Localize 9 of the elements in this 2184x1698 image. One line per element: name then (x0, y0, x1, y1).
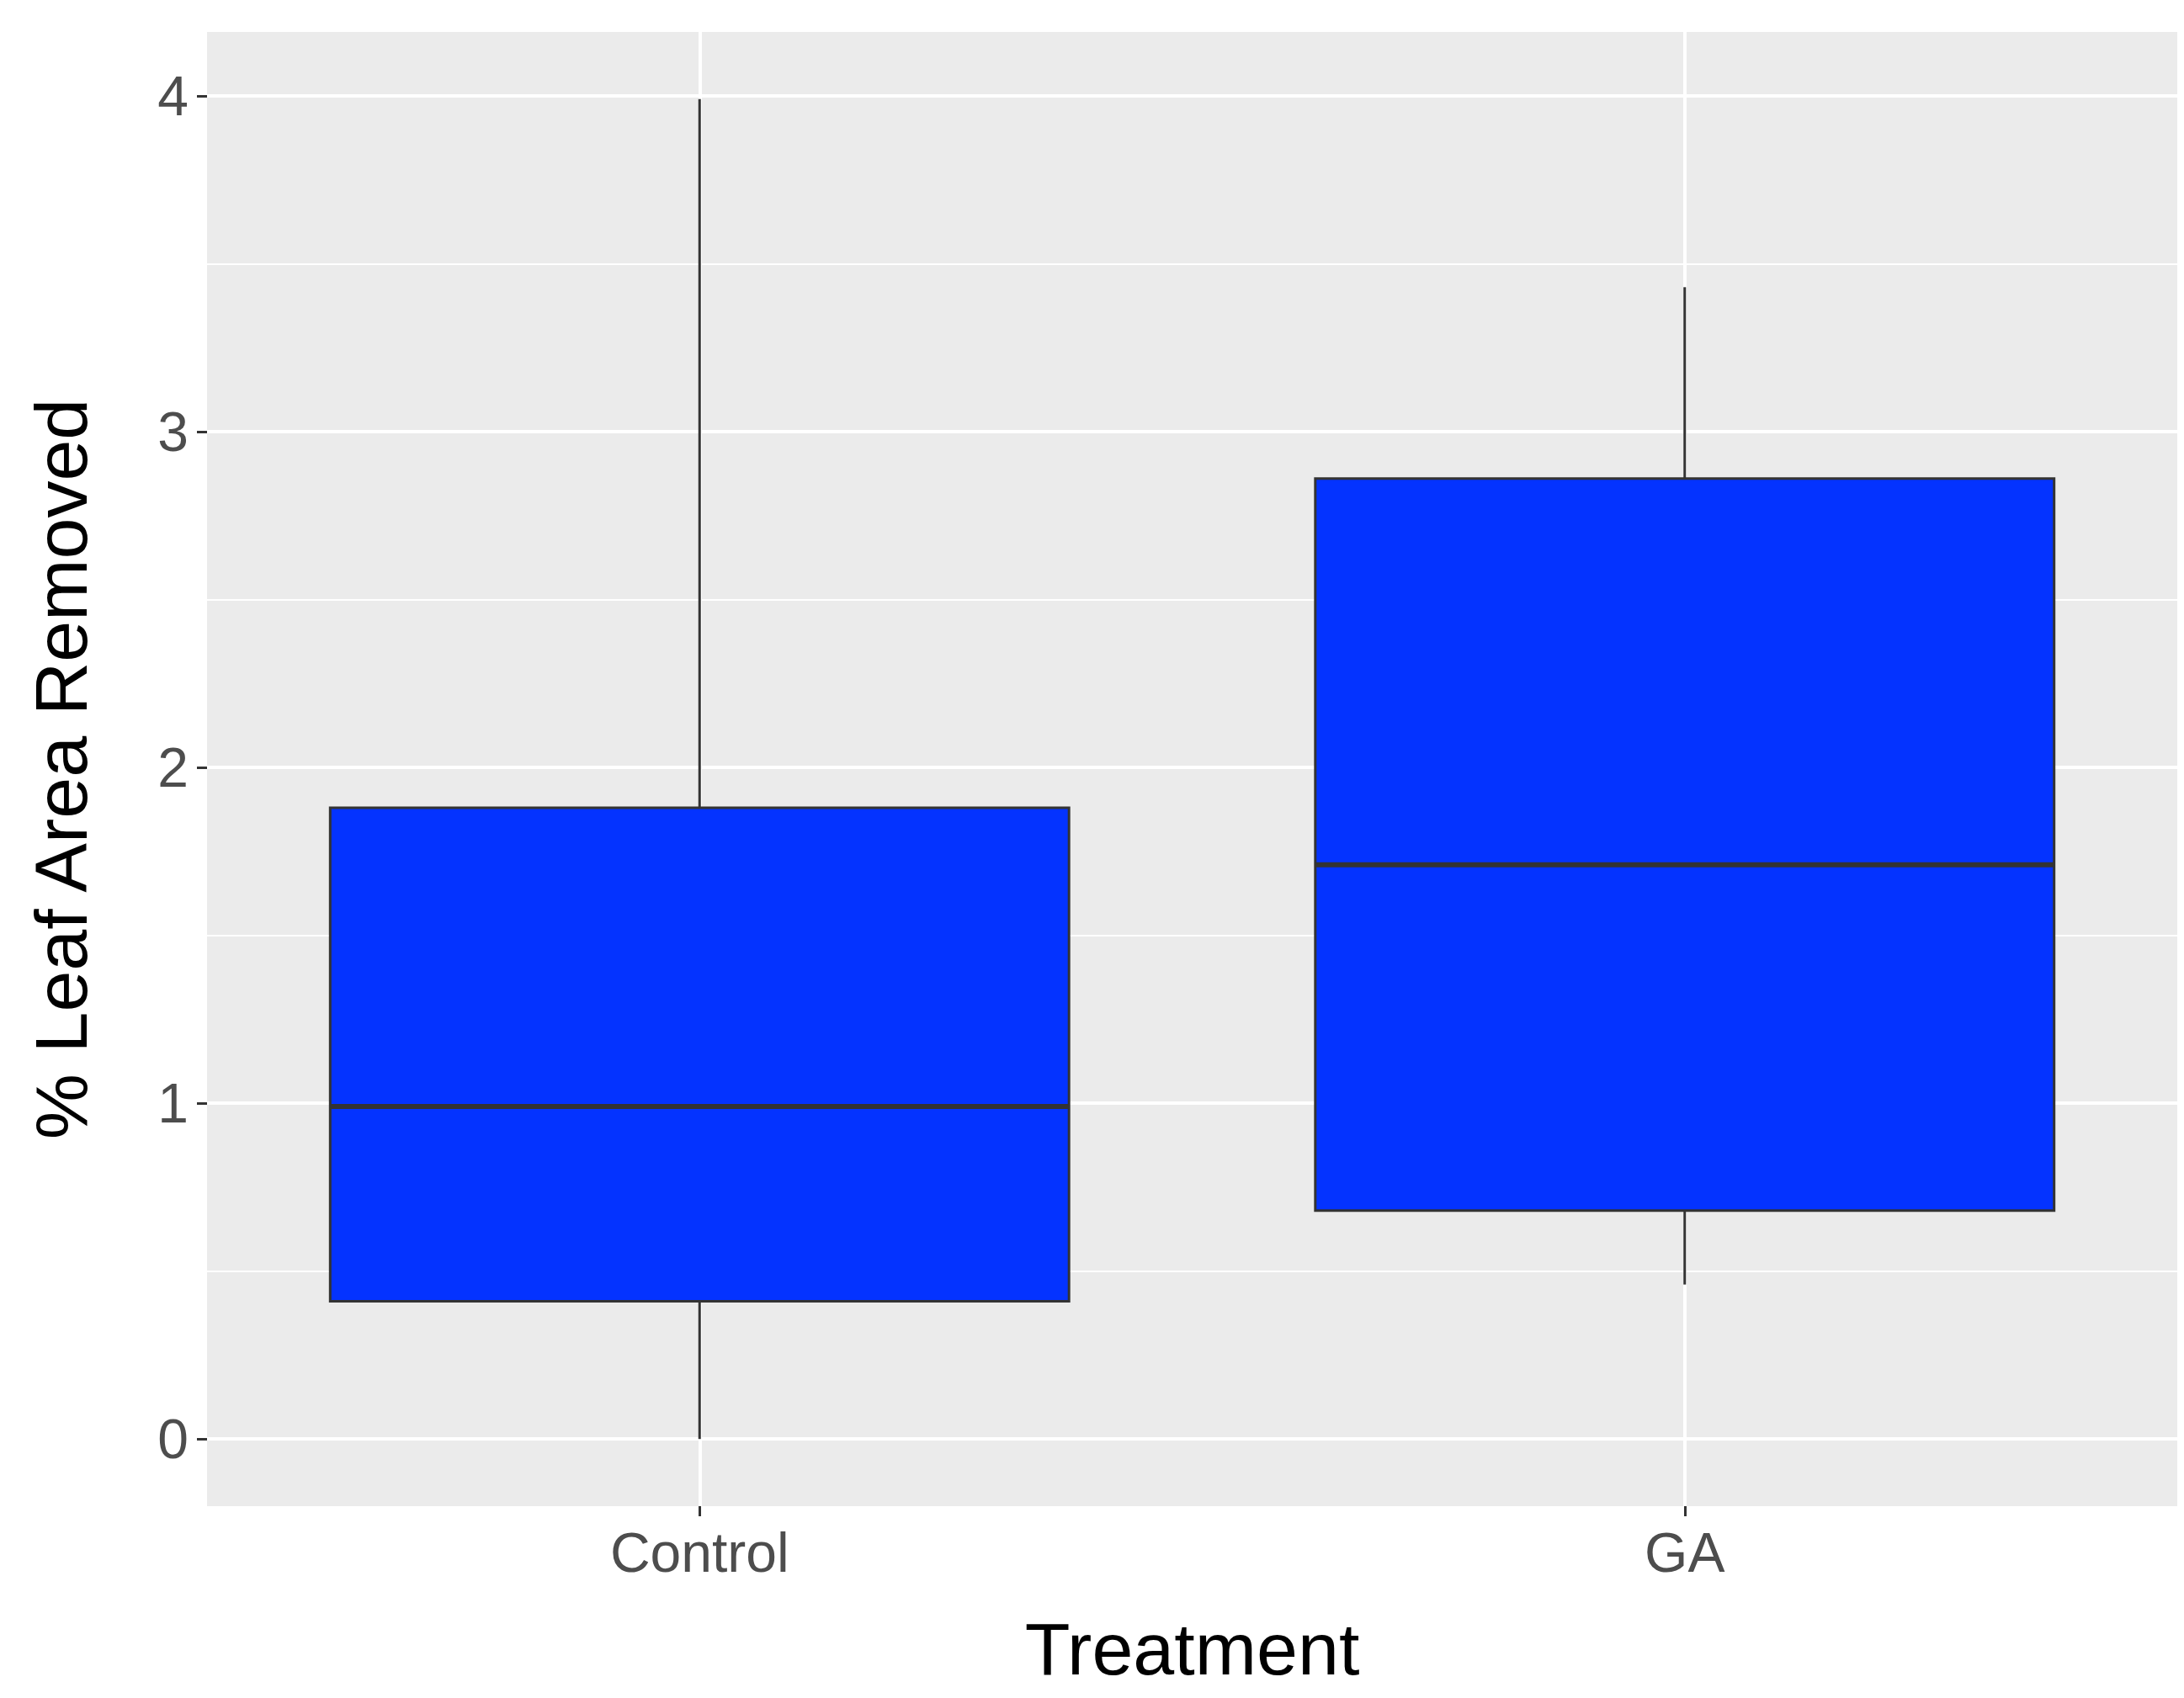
y-tick-label: 2 (157, 736, 189, 799)
y-axis-title: % Leaf Area Removed (19, 398, 103, 1140)
x-axis-title: Treatment (1024, 1606, 1360, 1690)
x-tick-label: GA (1645, 1521, 1725, 1584)
y-tick-label: 4 (157, 64, 189, 127)
y-tick-label: 0 (157, 1408, 189, 1471)
y-tick-label: 1 (157, 1072, 189, 1135)
x-tick-label: Control (609, 1521, 789, 1584)
y-tick-label: 3 (157, 400, 189, 463)
